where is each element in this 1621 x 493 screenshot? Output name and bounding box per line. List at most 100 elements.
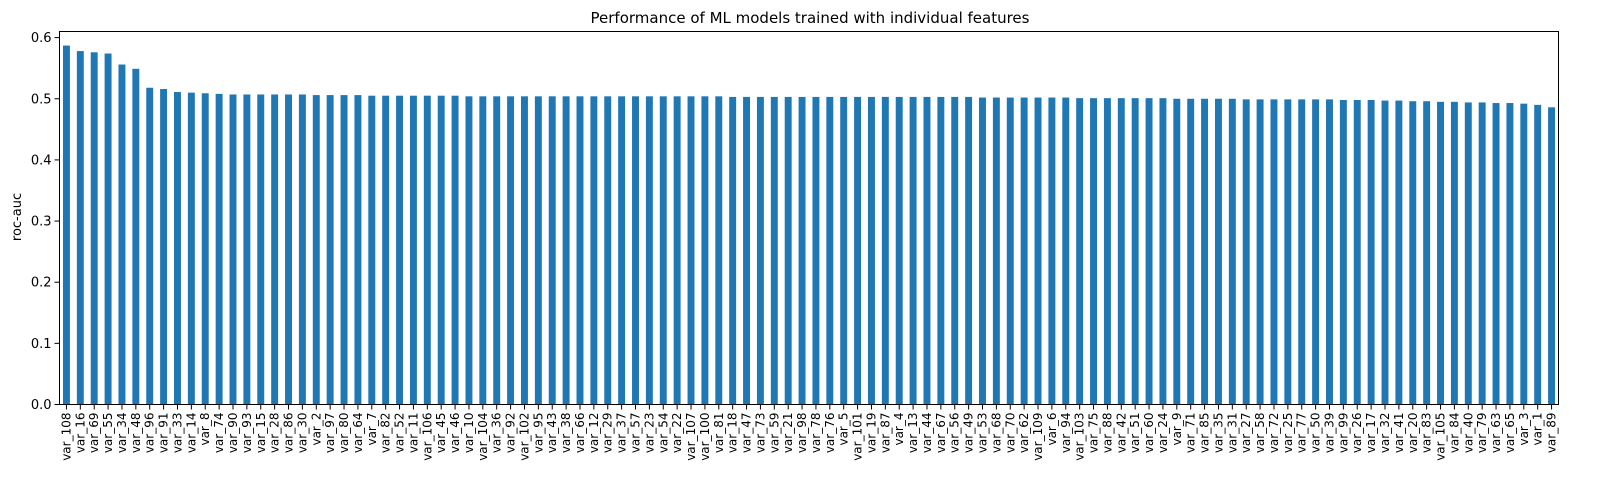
x-tick-label: var_22 bbox=[670, 413, 684, 454]
x-tick-label: var_100 bbox=[698, 413, 712, 461]
x-tick-label: var_10 bbox=[462, 413, 476, 454]
bar bbox=[1020, 97, 1028, 405]
bar bbox=[201, 93, 209, 405]
x-tick-label: var_55 bbox=[101, 413, 115, 454]
x-tick-label: var_42 bbox=[1114, 413, 1128, 454]
bar bbox=[576, 96, 584, 405]
x-tick-label: var_84 bbox=[1447, 413, 1461, 454]
x-tick-label: var_90 bbox=[226, 413, 240, 454]
bar bbox=[895, 96, 903, 405]
x-tick-label: var_101 bbox=[851, 413, 865, 461]
bars bbox=[62, 45, 1556, 405]
bar bbox=[90, 52, 98, 405]
y-tick-label: 0.0 bbox=[31, 398, 52, 413]
x-tick-label: var_65 bbox=[1503, 413, 1517, 454]
bar bbox=[604, 96, 612, 405]
x-tick-label: var_57 bbox=[629, 413, 643, 454]
x-tick-label: var_74 bbox=[212, 413, 226, 454]
x-tick-label: var_106 bbox=[420, 413, 434, 461]
x-tick-label: var_85 bbox=[1198, 413, 1212, 454]
bar bbox=[409, 95, 417, 405]
x-tick-label: var_72 bbox=[1267, 413, 1281, 454]
x-tick-label: var_18 bbox=[726, 413, 740, 454]
bar bbox=[354, 95, 362, 405]
bar bbox=[271, 94, 279, 405]
x-tick-label: var_40 bbox=[1461, 413, 1475, 454]
x-tick-label: var_44 bbox=[920, 413, 934, 454]
x-tick-label: var_73 bbox=[753, 413, 767, 454]
bar bbox=[1506, 103, 1514, 405]
bar bbox=[1187, 98, 1195, 405]
x-tick-label: var_92 bbox=[504, 413, 518, 454]
x-tick-label: var_6 bbox=[1045, 413, 1059, 446]
bar bbox=[1409, 101, 1417, 405]
bar bbox=[1214, 98, 1222, 405]
bar bbox=[507, 96, 515, 405]
x-tick-label: var_14 bbox=[184, 413, 198, 454]
x-tick-label: var_86 bbox=[282, 413, 296, 454]
bar bbox=[118, 64, 126, 405]
x-tick-label: var_99 bbox=[1336, 413, 1350, 454]
bar bbox=[451, 95, 459, 405]
x-tick-label: var_78 bbox=[809, 413, 823, 454]
bar bbox=[160, 88, 168, 405]
x-tick-label: var_25 bbox=[1281, 413, 1295, 454]
bar bbox=[187, 92, 195, 405]
x-tick-label: var_8 bbox=[198, 413, 212, 446]
bar bbox=[465, 96, 473, 405]
x-tick-label: var_88 bbox=[1100, 413, 1114, 454]
x-tick-label: var_105 bbox=[1434, 413, 1448, 461]
x-tick-label: var_23 bbox=[642, 413, 656, 454]
bar bbox=[174, 92, 181, 405]
bar bbox=[1326, 99, 1333, 405]
bar bbox=[1131, 98, 1139, 405]
x-tick-label: var_9 bbox=[1170, 413, 1184, 446]
x-tick-label: var_54 bbox=[656, 413, 670, 454]
bar bbox=[1173, 98, 1181, 405]
bar bbox=[743, 96, 751, 405]
bar bbox=[798, 96, 806, 405]
x-tick-label: var_83 bbox=[1420, 413, 1434, 454]
x-tick-label: var_27 bbox=[1239, 413, 1253, 454]
bar bbox=[562, 96, 570, 405]
bar bbox=[1450, 101, 1458, 405]
bar bbox=[1534, 104, 1542, 405]
bar bbox=[1159, 98, 1167, 405]
x-tick-label: var_26 bbox=[1350, 413, 1364, 454]
bar bbox=[909, 96, 917, 405]
x-tick-label: var_68 bbox=[989, 413, 1003, 454]
bar bbox=[396, 95, 404, 405]
bar bbox=[1395, 100, 1403, 405]
y-tick-label: 0.1 bbox=[31, 337, 52, 352]
x-tick-label: var_67 bbox=[934, 413, 948, 454]
x-tick-label: var_52 bbox=[393, 413, 407, 454]
x-tick-label: var_104 bbox=[476, 413, 490, 461]
x-tick-label: var_29 bbox=[601, 413, 615, 454]
x-tick-label: var_50 bbox=[1309, 413, 1323, 454]
y-tick-label: 0.3 bbox=[31, 215, 52, 230]
bar bbox=[1381, 100, 1389, 405]
plot-frame bbox=[59, 31, 1559, 405]
bar bbox=[76, 51, 84, 405]
x-tick-label: var_56 bbox=[948, 413, 962, 454]
bar bbox=[1520, 103, 1528, 405]
x-tick-label: var_81 bbox=[712, 413, 726, 454]
x-tick-label: var_87 bbox=[878, 413, 892, 454]
chart-title: Performance of ML models trained with in… bbox=[591, 9, 1030, 27]
x-tick-label: var_41 bbox=[1392, 413, 1406, 454]
bar bbox=[1256, 99, 1264, 405]
x-tick-label: var_51 bbox=[1128, 413, 1142, 454]
bar bbox=[382, 95, 390, 405]
bar bbox=[840, 96, 848, 405]
bar bbox=[673, 96, 681, 405]
bar bbox=[784, 96, 792, 405]
bar bbox=[312, 95, 320, 405]
bar bbox=[1298, 99, 1306, 405]
x-tick-label: var_33 bbox=[170, 413, 184, 454]
x-tick-label: var_31 bbox=[1225, 413, 1239, 454]
bar bbox=[437, 95, 445, 405]
bar bbox=[715, 96, 723, 405]
x-tick-label: var_21 bbox=[781, 413, 795, 454]
bar bbox=[826, 96, 834, 405]
